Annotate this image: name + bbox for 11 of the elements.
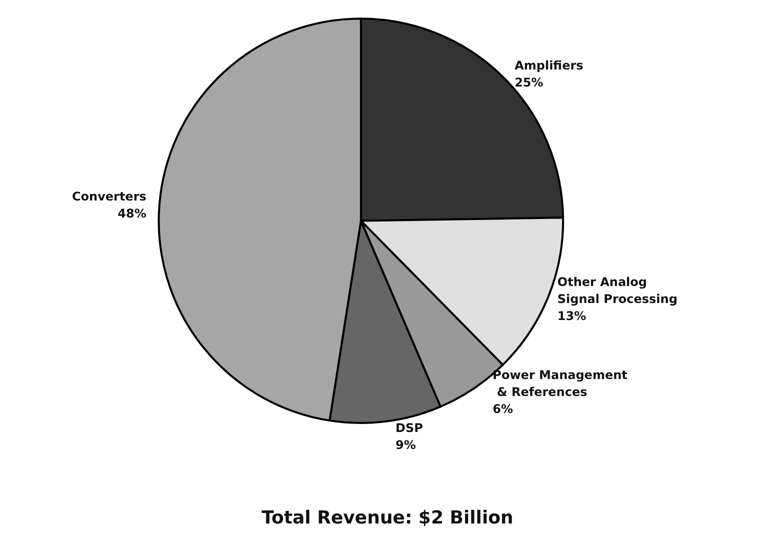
slice-label: Amplifiers (514, 58, 584, 72)
data-label: 13% (557, 308, 586, 323)
data-label: 25% (514, 75, 544, 90)
data-label: 9% (396, 438, 416, 452)
slice-label: Converters (72, 189, 146, 204)
data-label: 48% (118, 206, 146, 220)
data-label: 6% (492, 402, 514, 416)
slice-label: Other Analog Signal Processing (557, 274, 678, 306)
text: Total Revenue: $2 Billion (262, 508, 514, 528)
slice-label: Power Management & References (492, 368, 628, 399)
slice-label: DSP (396, 420, 424, 435)
